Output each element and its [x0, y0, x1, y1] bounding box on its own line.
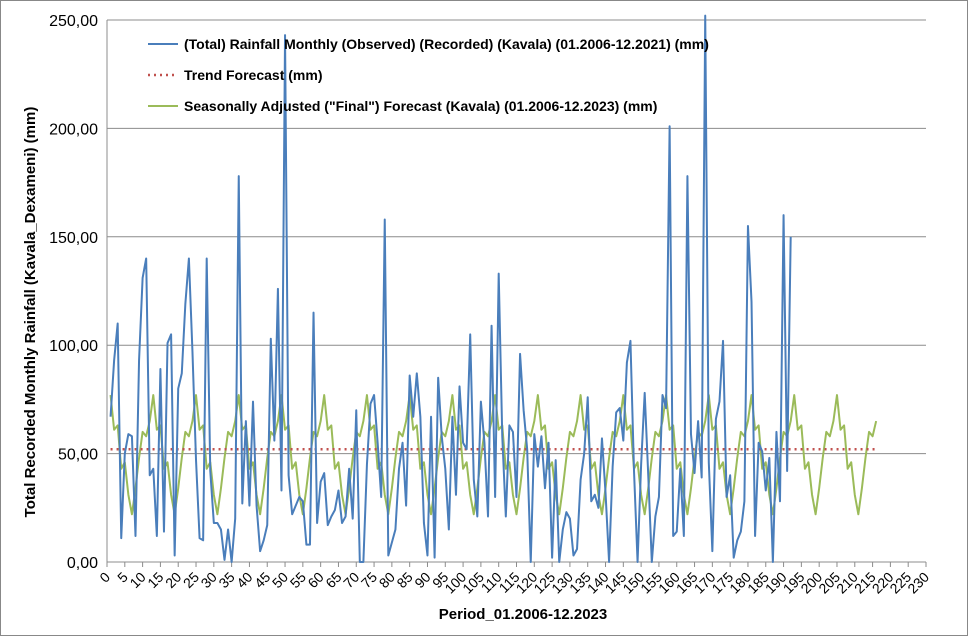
y-tick-label: 100,00 [49, 338, 98, 355]
y-tick-label: 200,00 [49, 121, 98, 138]
y-tick-label: 50,00 [58, 447, 98, 464]
series-line-1 [109, 14, 792, 563]
legend: (Total) Rainfall Monthly (Observed) (Rec… [148, 36, 709, 114]
y-tick-label: 150,00 [49, 230, 98, 247]
y-tick-label: 250,00 [49, 13, 98, 30]
y-axis-title: Total Recorded Monthly Rainfall (Kavala_… [22, 107, 39, 518]
series-layer [109, 14, 878, 563]
legend-label-2: Trend Forecast (mm) [184, 67, 322, 83]
y-tick-label: 0,00 [67, 555, 98, 572]
x-axis-title: Period_01.2006-12.2023 [439, 606, 607, 623]
legend-label-3: Seasonally Adjusted ("Final") Forecast (… [184, 98, 657, 114]
legend-label-1: (Total) Rainfall Monthly (Observed) (Rec… [184, 36, 709, 52]
